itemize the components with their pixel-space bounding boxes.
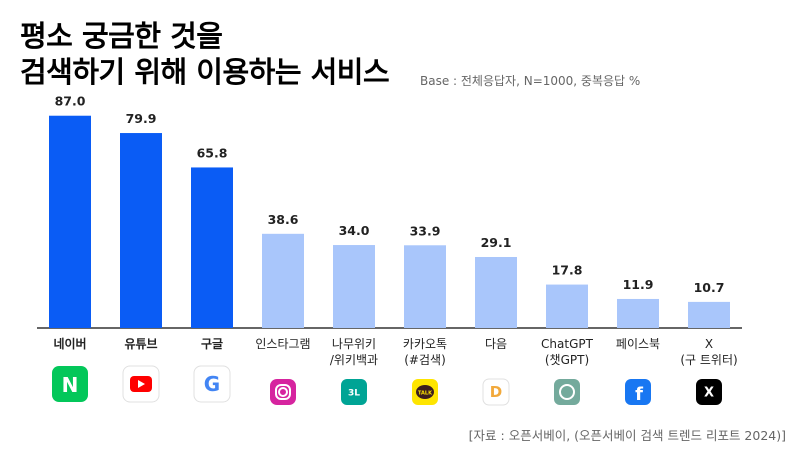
bar xyxy=(191,167,233,328)
bar xyxy=(617,298,659,328)
data-label: 65.8 xyxy=(197,145,228,160)
data-label: 10.7 xyxy=(694,280,725,295)
source-note: [자료 : 오픈서베이, (오픈서베이 검색 트렌드 리포트 2024)] xyxy=(468,428,786,443)
naver-icon: N xyxy=(52,366,88,402)
subtitle: Base : 전체응답자, N=1000, 중복응답 % xyxy=(420,74,641,88)
x-tick-label: (구 트위터) xyxy=(680,353,737,367)
chatgpt-icon xyxy=(554,379,580,405)
svg-text:TALK: TALK xyxy=(418,391,433,397)
x-tick-label: X xyxy=(705,337,713,351)
bar xyxy=(546,284,588,328)
title-line-1: 평소 궁금한 것을 xyxy=(20,19,223,53)
x-tick-label: 다음 xyxy=(485,337,507,351)
data-label: 33.9 xyxy=(410,223,441,238)
x-tick-label: (#검색) xyxy=(404,353,446,367)
bar xyxy=(333,245,375,328)
bar xyxy=(688,301,730,328)
data-label: 11.9 xyxy=(623,277,654,292)
x-tick-label: 구글 xyxy=(201,337,223,351)
svg-text:G: G xyxy=(204,372,220,396)
bar xyxy=(49,115,91,328)
google-icon: G xyxy=(193,365,231,403)
daum-icon: D xyxy=(482,378,510,406)
data-label: 34.0 xyxy=(339,223,370,238)
x-tick-label: 페이스북 xyxy=(616,337,660,351)
svg-text:3L: 3L xyxy=(348,389,360,399)
data-label: 38.6 xyxy=(268,212,299,227)
bar xyxy=(475,256,517,328)
title-line-2: 검색하기 위해 이용하는 서비스 xyxy=(20,55,390,89)
data-label: 29.1 xyxy=(481,235,512,250)
namuwiki-icon: 3L xyxy=(341,379,367,405)
svg-text:X: X xyxy=(704,386,714,401)
svg-text:D: D xyxy=(490,383,502,401)
youtube-icon xyxy=(122,365,160,403)
instagram-icon xyxy=(270,379,296,405)
bar xyxy=(404,245,446,328)
data-label: 17.8 xyxy=(552,263,583,278)
x-tick-label: ChatGPT xyxy=(541,337,594,351)
x-tick-label: 네이버 xyxy=(53,336,86,351)
facebook-icon: f xyxy=(625,379,651,405)
page-title: 평소 궁금한 것을 검색하기 위해 이용하는 서비스 xyxy=(20,18,390,90)
data-label: 79.9 xyxy=(126,111,157,126)
x-icon: X xyxy=(696,379,722,405)
bar xyxy=(262,233,304,328)
x-tick-label: (챗GPT) xyxy=(545,352,589,367)
x-tick-label: 인스타그램 xyxy=(255,337,310,351)
svg-text:N: N xyxy=(62,373,79,397)
data-label: 87.0 xyxy=(55,94,86,109)
svg-text:f: f xyxy=(635,384,643,405)
x-tick-label: 유튜브 xyxy=(124,337,157,351)
x-tick-label: 나무위키 xyxy=(332,337,376,351)
kakaotalk-icon: TALK xyxy=(412,379,438,405)
x-tick-label: /위키백과 xyxy=(330,353,378,367)
x-tick-label: 카카오톡 xyxy=(403,337,447,351)
bar xyxy=(120,133,162,328)
